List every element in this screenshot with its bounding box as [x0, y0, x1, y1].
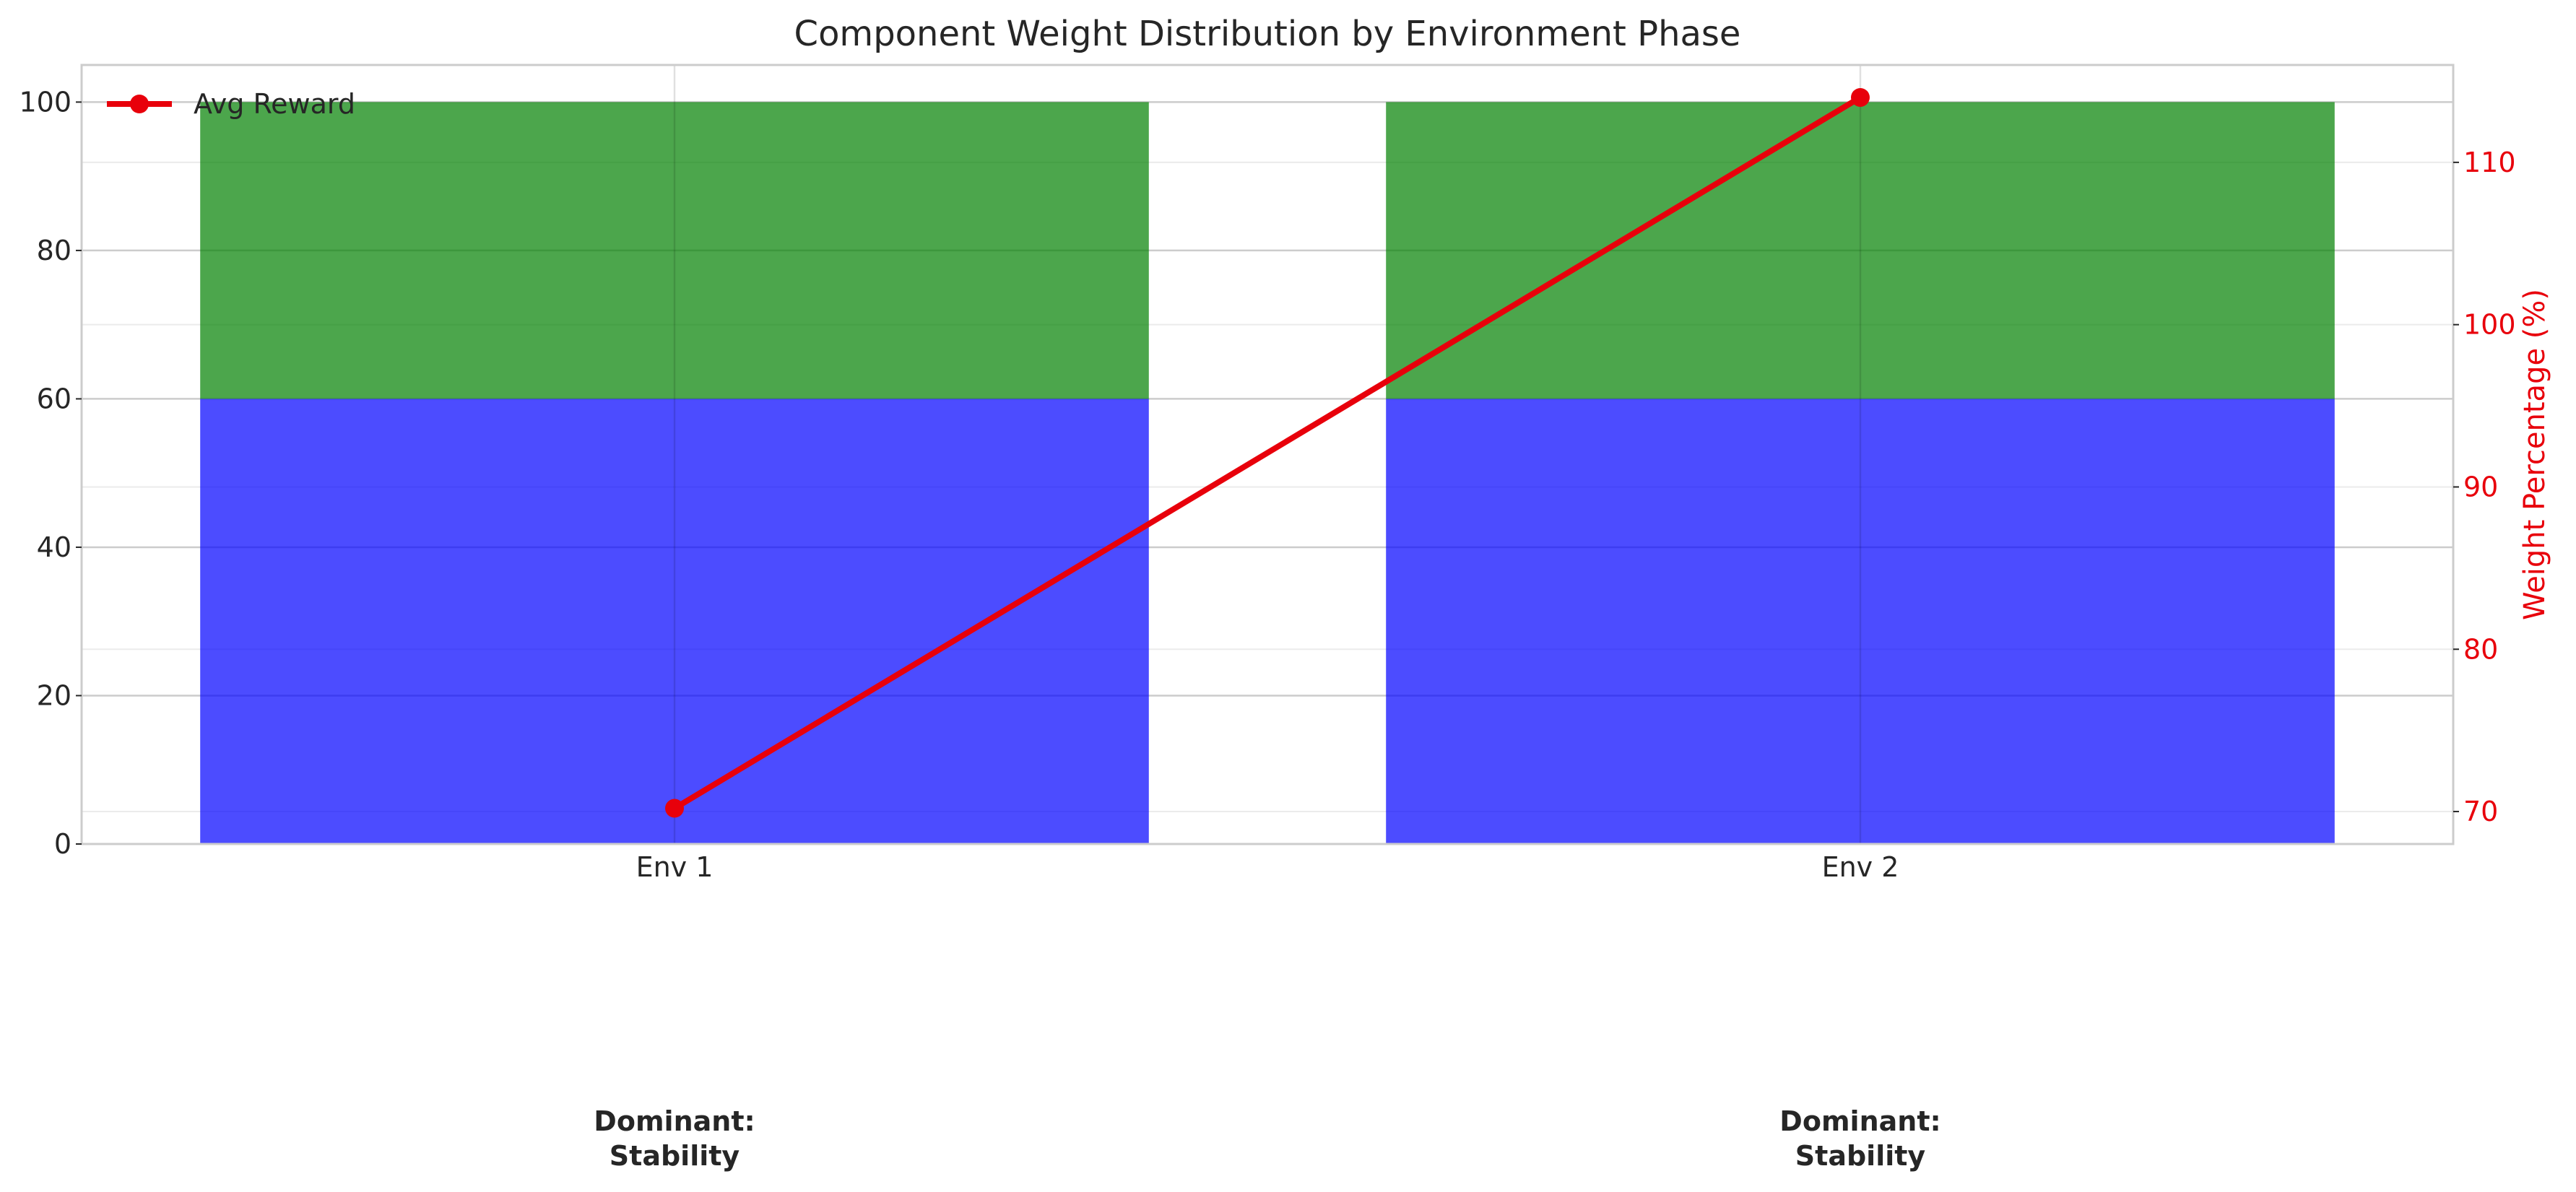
bar-segment [1386, 102, 2335, 399]
left-tick-label: 60 [37, 383, 71, 414]
left-tick-label: 80 [37, 235, 71, 266]
x-tick-label: Env 1 [636, 851, 714, 883]
chart-title: Component Weight Distribution by Environ… [794, 14, 1741, 54]
left-tick-label: 20 [37, 679, 71, 711]
avg-reward-line [665, 87, 1870, 818]
x-axis-ticks: Env 1 Env 2 [636, 851, 1899, 883]
annotation-line: Stability [610, 1140, 740, 1172]
left-tick-label: 40 [37, 531, 71, 563]
plot-frame [80, 64, 2455, 845]
right-axis-label: Weight Percentage (%) [2518, 289, 2551, 620]
right-tick-label: 100 [2463, 309, 2516, 341]
legend-marker [130, 95, 149, 113]
bars [200, 102, 2335, 844]
annotation-line: Dominant: [1779, 1105, 1940, 1137]
avg-reward-point [665, 799, 684, 818]
x-tick-label: Env 2 [1822, 851, 1899, 883]
legend: Avg Reward [107, 88, 355, 120]
left-axis-ticks: 0 20 40 60 80 100 [19, 86, 82, 860]
right-tick-label: 70 [2463, 796, 2498, 827]
right-tick-label: 80 [2463, 633, 2498, 665]
avg-reward-path [672, 95, 1862, 811]
annotation-line: Dominant: [594, 1105, 755, 1137]
left-tick-label: 0 [54, 828, 71, 860]
annotation-line: Stability [1795, 1140, 1926, 1172]
left-tick-label: 100 [19, 86, 71, 118]
right-axis-ticks: 70 80 90 100 110 [2453, 147, 2516, 827]
right-tick-label: 90 [2463, 471, 2498, 503]
right-tick-label: 110 [2463, 147, 2516, 178]
bar-segment [200, 102, 1149, 399]
legend-label: Avg Reward [194, 88, 355, 120]
avg-reward-point [1851, 87, 1870, 107]
bar-segment [1386, 399, 2335, 844]
